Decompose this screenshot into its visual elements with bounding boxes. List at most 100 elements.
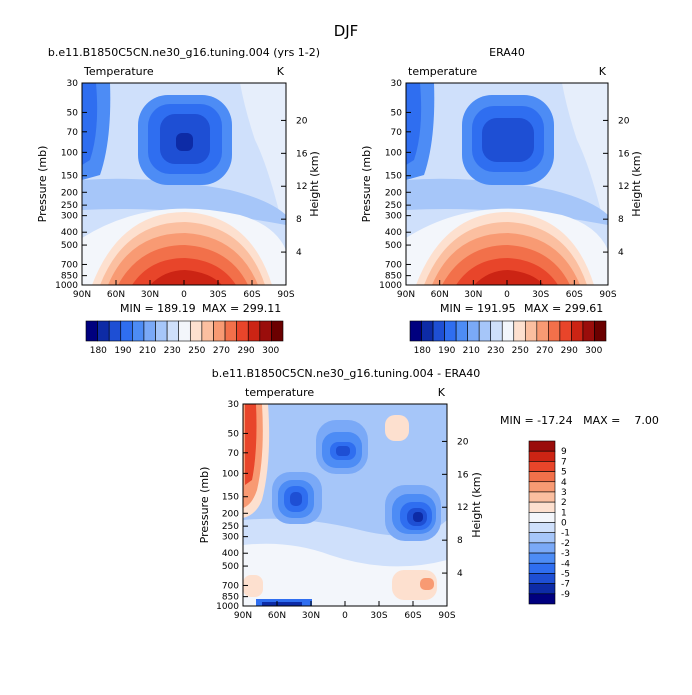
x-tick-label: 90N (397, 290, 415, 300)
y-tick-label: 100 (61, 148, 78, 158)
colorbar-swatch (490, 320, 503, 342)
colorbar-label: 190 (114, 346, 131, 356)
colorbar-swatch (213, 320, 226, 342)
x-tick-label: 30S (370, 611, 387, 621)
colorbar-swatch (528, 552, 556, 564)
panel-obs-min: MIN = 191.95 (440, 302, 516, 315)
y-tick-label: 30 (67, 79, 79, 89)
colorbar-swatch (528, 501, 556, 513)
panel-obs-right-label: K (599, 65, 607, 78)
x-tick-label: 0 (504, 290, 510, 300)
contour-band-cold3 (482, 118, 534, 162)
contour-band-warm-patch3 (243, 575, 263, 597)
contour-band-cold4 (176, 133, 193, 151)
y-tick-label: 30 (391, 79, 403, 89)
contour-band-cold8 (290, 492, 302, 506)
panel-obs-max: MAX = 299.61 (524, 302, 603, 315)
colorbar-label: 190 (438, 346, 455, 356)
colorbar-swatch (259, 320, 272, 342)
x-tick-label: 60S (566, 290, 583, 300)
colorbar-swatch (421, 320, 434, 342)
y-axis-title: Pressure (mb) (36, 146, 49, 223)
x-tick-label: 0 (181, 290, 187, 300)
panel-model-min: MIN = 189.19 (120, 302, 196, 315)
contour-band-warm7 (150, 270, 222, 285)
colorbar-swatch (120, 320, 133, 342)
colorbar-swatch (528, 542, 556, 554)
contour-band-cold4 (336, 446, 350, 456)
contour-band-cold13 (413, 512, 423, 522)
x-tick-label: 90N (234, 611, 252, 621)
y-tick-label: 70 (67, 128, 79, 138)
y-tick-label: 70 (391, 128, 403, 138)
colorbar-swatch (236, 320, 249, 342)
colorbar-swatch (528, 562, 556, 574)
y-tick-label: 200 (222, 509, 239, 519)
y-tick-label: 850 (222, 593, 239, 603)
colorbar-label: 270 (536, 346, 553, 356)
y-tick-label: 400 (385, 228, 402, 238)
colorbar-label: 300 (262, 346, 279, 356)
colorbar-label: 180 (90, 346, 107, 356)
y-tick-label: 150 (222, 493, 239, 503)
y-tick-label: 250 (61, 201, 78, 211)
contour-band-light-right (240, 83, 286, 240)
colorbar-swatch (201, 320, 214, 342)
panel-obs-axes: 90N 60N 30N 0 30S 60S 90S 30 50 70 100 150 200 250300… (360, 79, 643, 300)
colorbar-swatch (582, 320, 595, 342)
panel-model-field (82, 83, 286, 285)
colorbar-swatch (528, 491, 556, 503)
y2-tick-label: 12 (296, 182, 307, 192)
contour-band-cold-left-inner (406, 83, 422, 165)
panel-model-left-label: Temperature (83, 65, 154, 78)
y2-tick-label: 8 (618, 215, 624, 225)
panel-obs-field (406, 83, 608, 285)
contour-band-warm-patch2 (392, 570, 437, 600)
colorbar-swatch (224, 320, 237, 342)
colorbar-label: 270 (213, 346, 230, 356)
y-tick-label: 200 (385, 188, 402, 198)
y-tick-label: 50 (391, 108, 403, 118)
panel-obs-left-label: temperature (408, 65, 477, 78)
x-tick-label: 60N (107, 290, 125, 300)
y-tick-label: 50 (228, 429, 240, 439)
y-axis-title: Pressure (mb) (198, 467, 211, 544)
y-tick-label: 500 (222, 562, 239, 572)
colorbar-label: -7 (561, 580, 570, 590)
colorbar-swatch (455, 320, 468, 342)
colorbar-label: -5 (561, 569, 570, 579)
colorbar-swatch (548, 320, 561, 342)
x-tick-label: 90S (599, 290, 616, 300)
colorbar-label: 3 (561, 488, 567, 498)
y2-axis-title: Height (km) (308, 151, 321, 217)
colorbar-label: 290 (561, 346, 578, 356)
colorbar-swatch (501, 320, 515, 342)
colorbar-swatch (85, 320, 98, 342)
colorbar-swatch (189, 320, 203, 342)
panel-model-colorbar: 180 190 210 230 250 270 290 300 (85, 320, 284, 356)
colorbar-label: -3 (561, 549, 570, 559)
panel-obs-colorbar: 180 190 210 230 250 270 290 300 (409, 320, 607, 356)
colorbar-swatch (166, 320, 180, 342)
contour-band-warm-patch1 (385, 415, 409, 441)
colorbar-swatch (528, 573, 556, 584)
colorbar-label: -9 (561, 590, 570, 600)
y-tick-label: 50 (67, 108, 79, 118)
colorbar-swatch (478, 320, 492, 342)
colorbar-label: 230 (164, 346, 181, 356)
y-tick-label: 250 (385, 201, 402, 211)
colorbar-label: 250 (512, 346, 529, 356)
y2-tick-label: 16 (296, 149, 308, 159)
x-tick-label: 30S (209, 290, 226, 300)
y-tick-label: 850 (385, 272, 402, 282)
panel-diff-title: b.e11.B1850C5CN.ne30_g16.tuning.004 - ER… (212, 367, 480, 380)
panel-diff-right-label: K (438, 386, 446, 399)
colorbar-swatch (571, 320, 584, 342)
y-tick-label: 500 (385, 241, 402, 251)
y-tick-label: 400 (61, 228, 78, 238)
panel-diff-axes: 90N 60N 30N 0 30S 60S 90S 30 50 70 100 150 200 250300… (198, 400, 483, 621)
colorbar-swatch (97, 320, 110, 342)
y-tick-label: 1000 (379, 281, 402, 291)
colorbar-label: 210 (139, 346, 156, 356)
y-tick-label: 1000 (216, 602, 239, 612)
